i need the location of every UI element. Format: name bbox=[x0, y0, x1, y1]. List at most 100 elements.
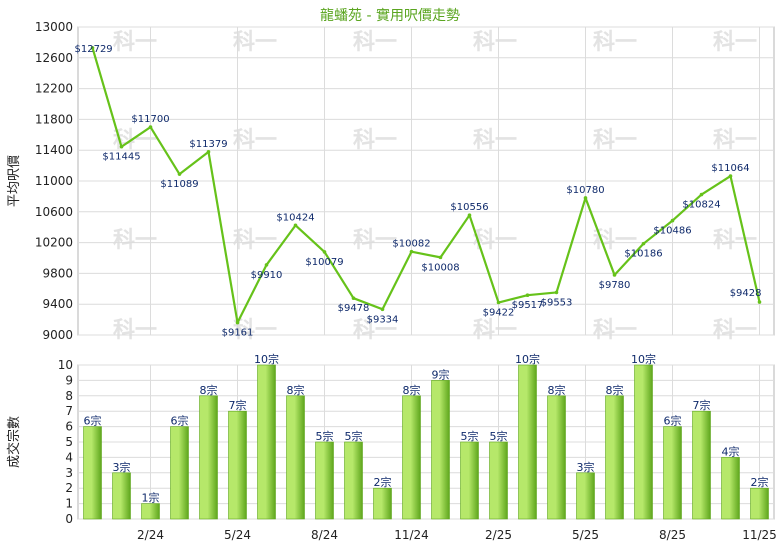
price-point bbox=[409, 249, 414, 254]
chart-title: 龍蟠苑 - 實用呎價走勢 bbox=[320, 7, 460, 24]
price-point bbox=[177, 172, 182, 176]
watermark-text: 科一 bbox=[713, 228, 757, 253]
price-point bbox=[264, 263, 269, 267]
watermark-text: 科一 bbox=[593, 228, 637, 253]
x-tick-label: 8/24 bbox=[311, 528, 338, 542]
volume-tick-label: 1 bbox=[65, 497, 73, 511]
volume-data-label: 4宗 bbox=[722, 444, 740, 458]
watermark-text: 科一 bbox=[233, 228, 277, 253]
price-series-line bbox=[91, 47, 761, 324]
watermark-text: 科一 bbox=[113, 228, 157, 253]
volume-data-label: 8宗 bbox=[287, 383, 305, 397]
price-data-label: $10824 bbox=[682, 200, 720, 211]
volume-data-label: 6宗 bbox=[664, 414, 682, 428]
watermark-text: 科一 bbox=[233, 30, 277, 55]
volume-tick-label: 9 bbox=[65, 373, 73, 387]
volume-bar bbox=[373, 487, 392, 520]
watermark-text: 科一 bbox=[593, 128, 637, 153]
price-tick-label: 13000 bbox=[35, 20, 73, 34]
watermark-text: 科一 bbox=[593, 30, 637, 55]
price-tick-label: 11400 bbox=[35, 143, 73, 157]
volume-tick-label: 2 bbox=[65, 481, 73, 495]
x-tick-label: 11/25 bbox=[742, 528, 777, 542]
watermark-text: 科一 bbox=[593, 318, 637, 343]
price-data-label: $9553 bbox=[541, 297, 573, 308]
volume-tick-label: 7 bbox=[65, 404, 73, 418]
volume-data-label: 6宗 bbox=[84, 414, 102, 428]
volume-bar bbox=[750, 487, 769, 520]
volume-panel: 01 23 456 78 910 2/24 5/24 8/24 11/24 2/25 5/25 8/2… bbox=[6, 352, 777, 542]
x-tick-label: 8/25 bbox=[659, 528, 686, 542]
price-data-label: $9334 bbox=[367, 314, 399, 325]
volume-bar bbox=[692, 410, 711, 520]
watermark-text: 科一 bbox=[473, 228, 517, 253]
price-data-label: $9780 bbox=[599, 280, 631, 291]
volume-bar bbox=[170, 426, 189, 520]
watermark-text: 科一 bbox=[473, 318, 517, 343]
price-point bbox=[670, 218, 675, 223]
volume-tick-label: 8 bbox=[65, 389, 73, 403]
volume-tick-label: 10 bbox=[58, 358, 73, 372]
price-point bbox=[438, 255, 443, 260]
volume-tick-label: 5 bbox=[65, 435, 73, 449]
price-point bbox=[148, 125, 153, 129]
watermark-text: 科一 bbox=[713, 318, 757, 343]
price-point bbox=[90, 46, 95, 50]
volume-data-label: 8宗 bbox=[606, 383, 624, 397]
price-data-label: $10424 bbox=[276, 212, 314, 223]
volume-data-label: 10宗 bbox=[515, 352, 540, 366]
price-point bbox=[322, 250, 327, 254]
volume-tick-label: 3 bbox=[65, 466, 73, 480]
volume-bar bbox=[518, 364, 537, 520]
price-tick-label: 11800 bbox=[35, 112, 73, 126]
price-point bbox=[235, 320, 240, 325]
volume-bar bbox=[547, 395, 566, 520]
volume-data-label: 8宗 bbox=[548, 383, 566, 397]
price-point bbox=[525, 293, 530, 297]
volume-bar bbox=[605, 395, 624, 520]
volume-data-label: 5宗 bbox=[345, 429, 363, 443]
volume-data-label: 1宗 bbox=[142, 491, 160, 505]
volume-data-label: 7宗 bbox=[229, 398, 247, 412]
price-data-label: $11379 bbox=[189, 139, 227, 150]
volume-bar bbox=[431, 380, 450, 520]
volume-bar bbox=[402, 395, 421, 520]
price-data-label: $10008 bbox=[421, 262, 459, 273]
volume-data-label: 3宗 bbox=[577, 460, 595, 474]
volume-bar bbox=[344, 441, 363, 520]
price-data-label: $12729 bbox=[75, 44, 113, 55]
x-tick-label: 2/25 bbox=[485, 528, 512, 542]
volume-data-label: 5宗 bbox=[461, 429, 479, 443]
watermark-text: 科一 bbox=[233, 128, 277, 153]
volume-bar bbox=[721, 457, 740, 520]
price-point bbox=[757, 300, 762, 304]
price-data-label: $11445 bbox=[102, 152, 140, 163]
price-data-label: $9910 bbox=[251, 270, 283, 281]
watermark-text: 科一 bbox=[713, 30, 757, 55]
watermark-text: 科一 bbox=[113, 318, 157, 343]
price-data-label: $10780 bbox=[566, 185, 604, 196]
volume-bar bbox=[199, 395, 218, 520]
price-point bbox=[467, 213, 472, 217]
price-point bbox=[641, 241, 646, 246]
volume-bar bbox=[286, 395, 305, 520]
volume-tick-label: 6 bbox=[65, 420, 73, 434]
price-data-label: $10186 bbox=[624, 249, 662, 260]
volume-data-label: 10宗 bbox=[631, 352, 656, 366]
volume-data-label: 5宗 bbox=[316, 429, 334, 443]
volume-data-label: 10宗 bbox=[254, 352, 279, 366]
price-point bbox=[293, 223, 298, 228]
watermark-text: 科一 bbox=[233, 318, 277, 343]
price-point bbox=[554, 290, 559, 295]
price-tick-label: 12200 bbox=[35, 82, 73, 96]
volume-data-label: 8宗 bbox=[403, 383, 421, 397]
price-data-label: $9422 bbox=[483, 308, 515, 319]
volume-data-label: 2宗 bbox=[374, 475, 392, 489]
price-data-label: $10082 bbox=[392, 239, 430, 250]
volume-data-label: 2宗 bbox=[751, 475, 769, 489]
price-point bbox=[699, 192, 704, 197]
volume-tick-label: 4 bbox=[65, 450, 73, 464]
price-data-label: $11064 bbox=[711, 163, 749, 174]
